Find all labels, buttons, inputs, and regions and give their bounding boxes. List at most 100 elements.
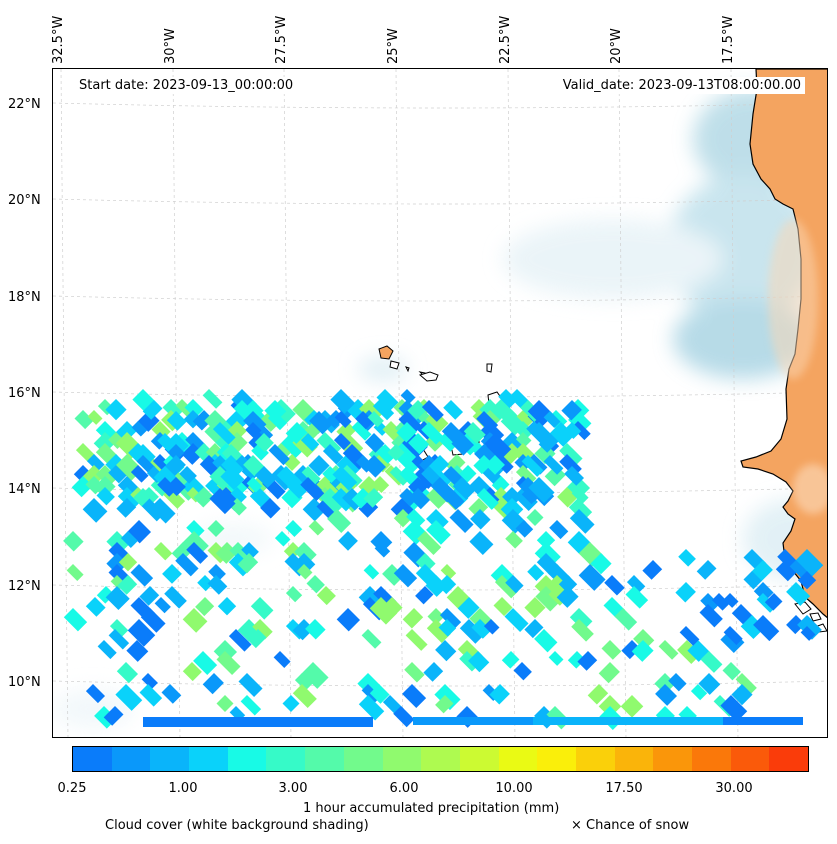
precip-cell	[115, 421, 137, 443]
precip-cell	[777, 549, 797, 569]
precip-cell	[230, 487, 247, 504]
colorbar-segment	[459, 747, 499, 771]
precip-cell	[355, 411, 374, 430]
precip-cell	[524, 619, 544, 639]
precip-cell	[233, 400, 254, 420]
precip-cell	[393, 509, 413, 528]
precip-cell	[322, 443, 344, 465]
precip-cell	[217, 597, 237, 616]
precip-strip	[143, 717, 373, 727]
precip-cell	[141, 673, 158, 690]
precip-cell	[515, 431, 532, 448]
precip-cell	[296, 564, 313, 580]
precip-cell	[786, 614, 806, 635]
precip-cell	[534, 629, 558, 653]
precip-cell	[578, 563, 606, 591]
precip-cell	[74, 410, 94, 430]
precip-cell	[494, 574, 519, 599]
precip-cell	[451, 433, 475, 456]
precip-cell	[221, 455, 245, 479]
precip-cell	[538, 433, 559, 453]
precip-cell	[334, 410, 352, 428]
precip-cell	[443, 400, 464, 420]
map-panel[interactable]: Start date: 2023-09-13_00:00:00 Valid_da…	[52, 68, 828, 738]
precip-cell	[182, 661, 202, 682]
precip-cell	[254, 432, 274, 453]
precip-cell	[556, 585, 579, 608]
precip-cell	[423, 661, 444, 682]
precip-cell	[197, 575, 214, 592]
precip-cell	[330, 389, 356, 414]
precip-cell	[590, 553, 612, 575]
colorbar-tick-label: 30.00	[715, 781, 753, 796]
precip-cell	[631, 639, 654, 662]
precip-cell	[331, 488, 356, 512]
precip-cell	[300, 433, 320, 452]
precip-cell	[604, 574, 625, 596]
precip-cell	[108, 542, 129, 562]
precip-cell	[228, 629, 252, 652]
latitude-label: 18°N	[8, 290, 41, 305]
precip-cell	[130, 564, 154, 587]
precip-cell	[731, 684, 753, 706]
precip-cell	[469, 531, 494, 556]
precip-cell	[182, 608, 208, 633]
precip-cell	[700, 651, 723, 673]
precip-cell	[340, 464, 363, 487]
parallel-line	[53, 102, 827, 109]
precip-cell	[237, 553, 259, 574]
precip-cell	[161, 684, 182, 704]
longitude-label: 20°W	[609, 8, 640, 64]
precip-cell	[103, 706, 124, 726]
precip-cell	[97, 640, 117, 660]
precip-cell	[363, 488, 384, 508]
precip-cell	[568, 498, 593, 522]
precip-cell	[515, 519, 534, 538]
longitude-label: 30°W	[163, 8, 194, 64]
precip-cell	[332, 466, 358, 491]
precip-cell	[679, 626, 700, 646]
parallel-line	[53, 584, 827, 591]
precip-cell	[301, 662, 329, 689]
precip-cell	[216, 651, 241, 676]
precip-cell	[139, 684, 163, 707]
precip-cell	[150, 498, 176, 524]
precip-cell	[292, 619, 314, 641]
colorbar-segment	[575, 747, 615, 771]
precip-cell	[361, 629, 382, 649]
precip-cell	[186, 520, 205, 539]
precip-cell	[393, 706, 415, 728]
precip-cell	[93, 432, 116, 454]
longitude-label: 22.5°W	[498, 8, 529, 64]
precip-cell	[108, 464, 127, 484]
precip-cell	[633, 629, 655, 651]
map-canvas	[53, 69, 827, 737]
colorbar-segment	[305, 747, 344, 771]
precip-cell	[557, 486, 578, 508]
colorbar-tick-label: 10.00	[495, 781, 533, 796]
precip-cell	[209, 466, 234, 491]
precip-cell	[96, 585, 115, 604]
precip-cell	[743, 571, 762, 590]
precip-cell	[675, 582, 696, 603]
precip-cell	[800, 625, 816, 641]
precip-cell	[274, 443, 291, 460]
precip-cell	[245, 400, 264, 419]
precip-cell	[127, 520, 152, 544]
precip-cell	[157, 477, 178, 497]
precip-cell	[209, 488, 236, 515]
precip-cell	[400, 389, 416, 404]
precip-cell	[489, 684, 510, 705]
colorbar-segment	[730, 747, 770, 771]
precip-cell	[468, 651, 490, 673]
valid-date-label: Valid_date: 2023-09-13T08:00:00.00	[558, 77, 805, 94]
precip-cell	[118, 553, 138, 572]
colorbar-segment	[343, 747, 383, 771]
precip-cell	[301, 466, 321, 486]
precip-cell	[192, 409, 214, 431]
precip-cell	[358, 695, 385, 721]
longitude-label-text: 32.5°W	[51, 15, 66, 64]
precip-cell	[435, 640, 457, 662]
precip-cell	[459, 619, 485, 644]
precip-cell	[287, 477, 310, 499]
